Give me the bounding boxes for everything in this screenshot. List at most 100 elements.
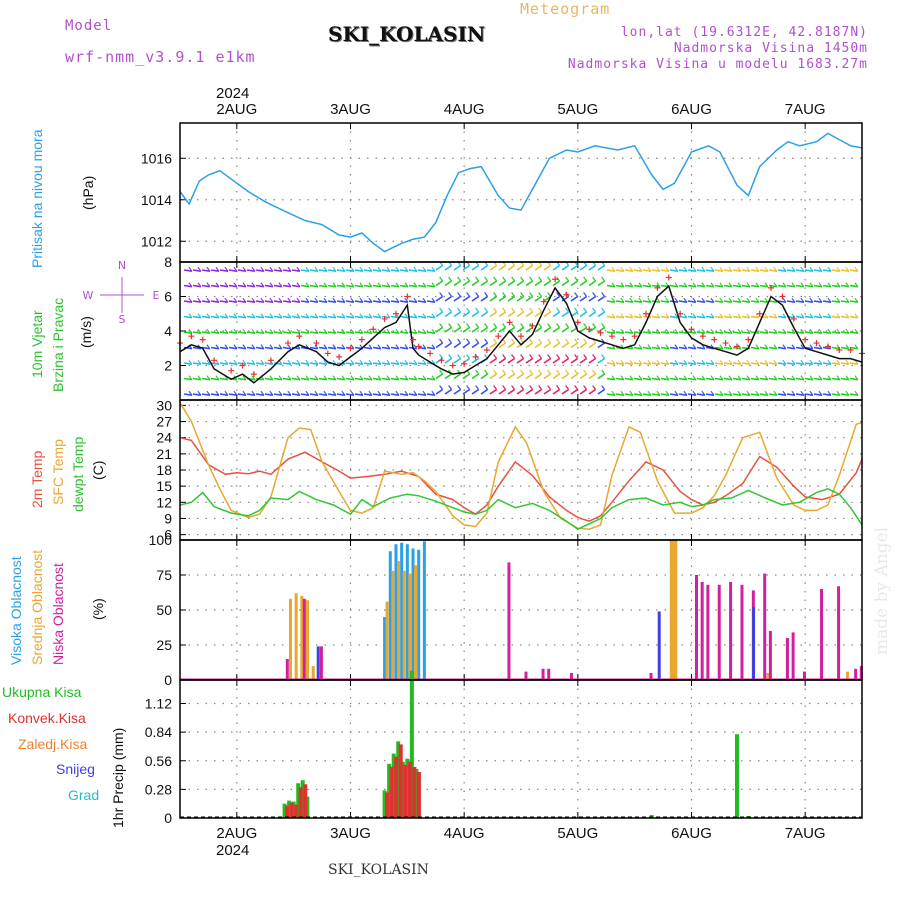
wind-barb: [849, 377, 859, 381]
wind-barb: [570, 342, 579, 349]
wind-barb-flag: [818, 282, 823, 288]
wind-barb-flag: [791, 359, 796, 365]
wind-barb: [678, 269, 688, 272]
y-tick-label: 50: [156, 602, 172, 618]
wind-barb-flag: [413, 313, 418, 319]
wind-barb: [507, 280, 516, 287]
wind-barb-flag: [800, 282, 805, 288]
wind-barb-flag: [556, 307, 561, 313]
wind-barb-flag: [493, 323, 498, 328]
wind-barb-flag: [386, 266, 391, 272]
wind-barb: [525, 373, 534, 380]
gust-marker: [733, 343, 740, 350]
wind-barb-flag: [224, 313, 229, 319]
wind-barb: [822, 362, 832, 365]
wind-barb-flag: [350, 328, 355, 334]
wind-barb: [183, 362, 193, 365]
wind-barb-flag: [305, 328, 310, 334]
bar-srednja-oblacnost: [294, 593, 298, 680]
wind-barb: [642, 362, 652, 365]
wind-barb-flag: [206, 313, 211, 319]
wind-barb: [336, 346, 346, 350]
wind-barb-flag: [836, 297, 841, 303]
wind-barb: [588, 326, 597, 333]
wind-barb-flag: [206, 359, 211, 365]
wind-barb-flag: [665, 328, 670, 334]
wind-barb: [732, 362, 742, 365]
y-tick-label: 0.56: [145, 753, 172, 769]
wind-barb: [750, 393, 760, 396]
wind-barb-flag: [800, 390, 805, 396]
wind-barb-flag: [701, 328, 706, 334]
wind-barb: [714, 284, 724, 288]
wind-barb: [714, 315, 724, 319]
wind-barb: [345, 300, 355, 303]
wind-barb: [462, 388, 471, 395]
wind-barb-flag: [386, 297, 391, 303]
wind-barb-flag: [188, 297, 193, 303]
wind-barb-flag: [710, 297, 715, 303]
wind-barb-flag: [647, 282, 652, 288]
wind-barb: [777, 362, 787, 365]
wind-barb-flag: [197, 282, 202, 288]
wind-barb-flag: [647, 266, 652, 272]
wind-barb: [669, 377, 679, 381]
bar-konvek-kisa: [385, 792, 390, 818]
gust-marker: [745, 336, 752, 343]
wind-barb-flag: [719, 313, 724, 319]
wind-barb: [741, 284, 751, 288]
wind-barb: [624, 300, 634, 303]
bar-niska-oblacnost: [837, 586, 841, 680]
wind-barb: [822, 346, 832, 350]
wind-barb-flag: [809, 344, 814, 350]
wind-barb: [723, 362, 733, 365]
wind-barb: [534, 357, 543, 364]
wind-barb-flag: [278, 344, 283, 350]
wind-barb: [192, 331, 202, 334]
y-tick-label: 1016: [141, 150, 172, 166]
wind-barb-flag: [323, 359, 328, 365]
wind-barb: [804, 377, 814, 381]
wind-barb: [435, 311, 444, 318]
wind-barb: [606, 346, 616, 350]
wind-barb: [327, 346, 337, 350]
gust-marker: [529, 322, 536, 329]
bar-visoka-oblacnost: [422, 541, 426, 680]
wind-barb: [786, 269, 796, 272]
wind-barb: [633, 377, 643, 381]
wind-barb-flag: [836, 328, 841, 334]
wind-barb: [363, 315, 373, 319]
wind-barb-flag: [755, 390, 760, 396]
wind-barb-flag: [556, 369, 561, 375]
wind-barb-flag: [755, 297, 760, 303]
wind-barb-flag: [529, 369, 534, 375]
wind-barb: [552, 280, 561, 287]
wind-barb-flag: [845, 344, 850, 350]
gust-marker: [699, 333, 706, 340]
wind-barb-flag: [647, 359, 652, 365]
wind-barb: [507, 311, 516, 318]
wind-barb: [813, 346, 823, 350]
wind-barb: [561, 311, 570, 318]
wind-barb: [363, 377, 373, 381]
bar-srednja-oblacnost: [396, 561, 400, 680]
y-tick-label: 27: [156, 414, 172, 430]
wind-barb: [696, 300, 706, 303]
wind-barb: [426, 331, 436, 334]
wind-barb-flag: [746, 282, 751, 288]
wind-barb-flag: [574, 276, 579, 282]
wind-barb: [291, 393, 301, 396]
wind-barb-flag: [484, 292, 489, 297]
wind-barb-flag: [809, 328, 814, 334]
wind-barb-flag: [422, 266, 427, 272]
gust-marker: [643, 310, 650, 317]
wind-barb-flag: [665, 390, 670, 396]
bar-srednja-oblacnost: [669, 540, 673, 680]
wind-barb: [390, 269, 400, 272]
wind-barb: [201, 362, 211, 365]
gust-marker: [415, 343, 422, 350]
wind-barb: [534, 311, 543, 318]
wind-barb: [741, 300, 751, 303]
wind-barb: [570, 295, 579, 302]
wind-barb: [597, 342, 606, 349]
